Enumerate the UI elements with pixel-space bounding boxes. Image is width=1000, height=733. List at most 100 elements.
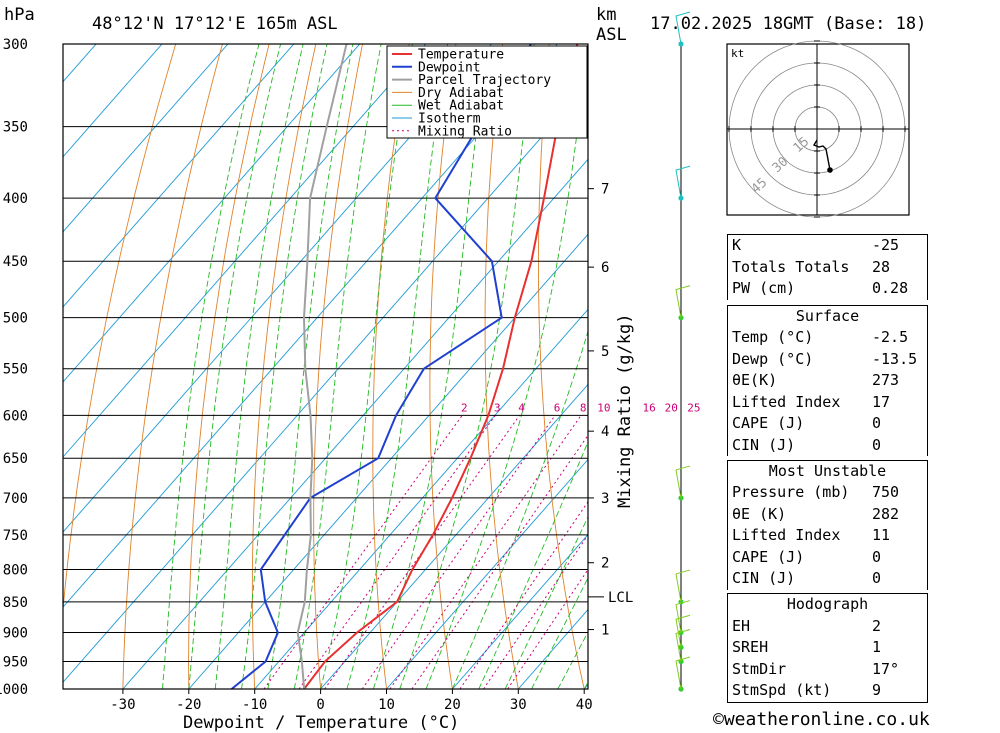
wet-adiabat-line — [293, 44, 382, 689]
mixing-ratio-label: 3 — [494, 401, 501, 414]
location-label: 48°12'N 17°12'E 165m ASL — [92, 14, 338, 34]
legend-entry: Temperature — [418, 48, 504, 63]
wet-adiabat-line — [451, 329, 588, 689]
legend-entry: Mixing Ratio — [418, 124, 512, 139]
stat-value: 273 — [872, 371, 900, 389]
surface-title: Surface — [795, 306, 860, 325]
isotherm-line — [254, 308, 588, 689]
stat-row: StmDir 17° — [728, 659, 927, 681]
stat-value: 0 — [872, 547, 882, 566]
mixing-ratio-line — [411, 434, 588, 689]
km-tick-label: 6 — [601, 260, 609, 276]
temperature-tick-label: -30 — [110, 697, 135, 713]
temperature-tick-label: 30 — [510, 697, 527, 713]
stat-key: PW (cm) — [732, 279, 796, 297]
indices-panel: K -25 Totals Totals 28 PW (cm) 0.28 — [727, 234, 928, 300]
mixing-ratio-label: 2 — [461, 401, 468, 414]
datetime-label: 17.02.2025 18GMT (Base: 18) — [650, 14, 926, 34]
km-tick-label: 2 — [601, 556, 609, 572]
stat-value: -2.5 — [872, 328, 909, 346]
series-parcel-trajectory — [296, 44, 348, 689]
series-dewpoint — [230, 44, 532, 689]
wind-barb-icon — [675, 629, 691, 662]
wind-barbs — [675, 11, 691, 692]
isotherm-line — [320, 383, 588, 689]
hodograph-trace — [812, 139, 831, 171]
mixing-ratio-line — [483, 534, 588, 689]
mixing-ratio-label: 20 — [665, 401, 678, 414]
stat-key: EH — [732, 616, 751, 635]
stat-key: StmDir — [732, 659, 787, 678]
stat-value: 11 — [872, 526, 891, 544]
km-tick-label: 1 — [601, 623, 609, 639]
dry-adiabat-line — [122, 44, 223, 689]
isotherm-line — [63, 44, 427, 458]
stat-value: -25 — [872, 236, 900, 254]
most-unstable-panel: Most Unstable Pressure (mb) 750 θE (K) 282 L… — [727, 459, 928, 590]
pressure-tick-label: 600 — [3, 408, 28, 424]
stat-row: SREH 1 — [728, 637, 927, 659]
series-temperature — [303, 44, 579, 689]
stat-value: 2 — [872, 616, 882, 635]
mixing-ratio-line — [298, 415, 496, 689]
stat-key: CAPE (J) — [732, 414, 805, 432]
km-axis: 7 6 5 4 3 2 1 LCL — [588, 182, 633, 639]
stat-value: 9 — [872, 681, 882, 699]
isotherm-line — [63, 44, 295, 308]
stat-row: Lifted Index 11 — [728, 525, 927, 547]
lcl-label: LCL — [608, 590, 633, 606]
stat-value: -13.5 — [872, 349, 918, 368]
mixing-ratio-line — [507, 568, 588, 689]
wind-barb-icon — [675, 465, 691, 499]
stat-value: 28 — [872, 257, 891, 276]
mixing-ratio-line — [324, 415, 521, 689]
stat-value: 1 — [872, 638, 882, 656]
mixing-ratio-label: 25 — [687, 401, 700, 414]
km-tick-label: 4 — [601, 424, 609, 440]
temperature-tick-label: 10 — [378, 697, 395, 713]
mixing-ratio-line — [459, 500, 588, 689]
dry-adiabat-line — [63, 44, 177, 614]
mixing-ratio-line — [263, 415, 463, 689]
pressure-tick-label: 750 — [3, 528, 28, 544]
pressure-tick-label: 1000 — [0, 682, 28, 698]
wet-adiabat-line — [425, 44, 588, 689]
mixing-ratio-line — [361, 415, 556, 689]
km-tick-label: 3 — [601, 491, 609, 507]
stat-key: K — [732, 236, 742, 254]
legend-entry: Dry Adiabat — [418, 86, 504, 101]
stat-row: CIN (J) 0 — [728, 435, 927, 457]
stat-value: 750 — [872, 483, 900, 501]
stat-key: Lifted Index — [732, 526, 841, 544]
stat-row: Totals Totals 28 — [728, 257, 927, 279]
isotherm-line — [63, 44, 163, 158]
stat-row: CAPE (J) 0 — [728, 547, 927, 569]
hodograph-stats-title: Hodograph — [786, 595, 869, 613]
copyright[interactable]: ©weatheronline.co.uk — [713, 709, 930, 730]
pressure-tick-label: 500 — [3, 311, 28, 327]
stat-key: Totals Totals — [732, 257, 850, 276]
pressure-tick-label: 650 — [3, 451, 28, 467]
stat-row: θE(K) 273 — [728, 370, 927, 392]
temperature-tick-label: 20 — [444, 697, 461, 713]
mixing-ratio-label: 4 — [518, 401, 525, 414]
stat-row: EH 2 — [728, 616, 927, 638]
x-axis-label: Dewpoint / Temperature (°C) — [183, 713, 459, 733]
isotherm-line — [122, 158, 588, 689]
stat-key: θE (K) — [732, 504, 787, 523]
wind-barb-icon — [675, 11, 691, 45]
temperature-tick-labels: -30 -20 -10 0 10 20 30 40 — [110, 689, 593, 713]
stat-row: CAPE (J) 0 — [728, 413, 927, 435]
wet-adiabat-line — [214, 44, 304, 689]
mixing-ratio-line — [389, 415, 582, 689]
wet-adiabat-line — [372, 44, 489, 689]
stat-key: θE(K) — [732, 371, 778, 389]
mixing-ratio-label: 6 — [554, 401, 561, 414]
pressure-tick-label: 550 — [3, 362, 28, 378]
mixing-ratio-axis-label: Mixing Ratio (g/kg) — [615, 314, 635, 508]
hodograph-stats-panel: Hodograph EH 2 SREH 1 StmDir 17° StmSpd (kt) 9 — [727, 593, 928, 703]
stat-row: θE (K) 282 — [728, 504, 927, 526]
